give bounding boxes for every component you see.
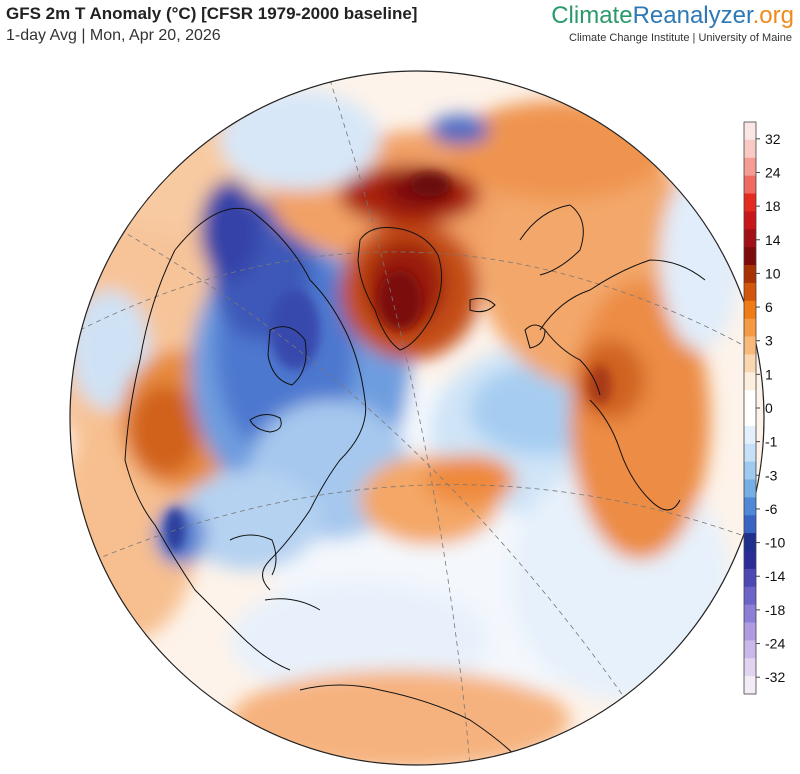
anomaly-field	[70, 90, 740, 765]
legend-tick-label: -14	[765, 568, 785, 584]
legend-tick-label: 14	[765, 232, 781, 248]
legend-tick-label: 0	[765, 400, 773, 416]
legend-swatch	[744, 425, 756, 445]
brand-logo-part-climate: Climate	[551, 2, 633, 29]
legend-swatch	[744, 461, 756, 480]
legend-tick-label: -3	[765, 467, 778, 483]
legend-swatch	[744, 497, 756, 516]
legend-swatch	[744, 211, 756, 230]
legend-swatch	[744, 300, 756, 320]
legend-swatch	[744, 265, 756, 284]
legend-tick-label: 3	[765, 333, 773, 349]
legend-swatch	[744, 390, 756, 409]
legend-swatch	[744, 372, 756, 391]
legend-swatch	[744, 533, 756, 552]
legend-tick-label: 18	[765, 198, 781, 214]
legend-tick-label: -10	[765, 535, 785, 551]
globe	[70, 71, 764, 765]
legend-tick-label: 6	[765, 299, 773, 315]
legend-swatch	[744, 247, 756, 266]
legend-swatch	[744, 551, 756, 570]
legend-swatch	[744, 282, 756, 302]
legend-swatch	[744, 443, 756, 463]
legend-swatch	[744, 479, 756, 498]
map-title: GFS 2m T Anomaly (°C) [CFSR 1979-2000 ba…	[6, 4, 418, 23]
brand-logo-part-org: .org	[752, 2, 794, 29]
legend-tick-label: -18	[765, 602, 785, 618]
brand-logo[interactable]: ClimateReanalyzer.org	[551, 2, 794, 30]
legend-swatch	[744, 157, 756, 177]
legend-tick-label: 10	[765, 265, 781, 281]
globe-outline	[69, 70, 765, 766]
legend-swatch	[744, 515, 756, 534]
graticule	[79, 79, 764, 765]
map-subtitle: 1-day Avg | Mon, Apr 20, 2026	[6, 27, 221, 44]
legend-swatch	[744, 622, 756, 641]
legend-swatch	[744, 408, 756, 427]
legend-tick-label: 1	[765, 366, 773, 382]
brand-logo-part-reanalyzer: Reanalyzer	[632, 2, 753, 29]
legend-swatch	[744, 604, 756, 623]
legend-tick-label: -32	[765, 669, 785, 685]
coastlines	[124, 204, 706, 761]
legend-tick-label: 24	[765, 164, 781, 180]
brand-tagline: Climate Change Institute | University of…	[569, 32, 792, 44]
legend-swatch	[744, 354, 756, 373]
legend-swatch	[744, 658, 756, 677]
legend-tick-label: -1	[765, 434, 778, 450]
legend-swatch	[744, 676, 756, 695]
legend-swatch	[744, 568, 756, 588]
legend-tick-label: -6	[765, 501, 778, 517]
legend-swatch	[744, 193, 756, 212]
legend-swatch	[744, 139, 756, 159]
legend-swatch	[744, 175, 756, 194]
legend-swatch	[744, 586, 756, 606]
legend-tick-label: -24	[765, 636, 785, 652]
legend-swatch	[744, 640, 756, 659]
legend-swatch	[744, 336, 756, 355]
legend-swatch	[744, 122, 756, 141]
legend-swatch	[744, 318, 756, 337]
legend-swatch	[744, 229, 756, 248]
legend-tick-label: 32	[765, 131, 781, 147]
